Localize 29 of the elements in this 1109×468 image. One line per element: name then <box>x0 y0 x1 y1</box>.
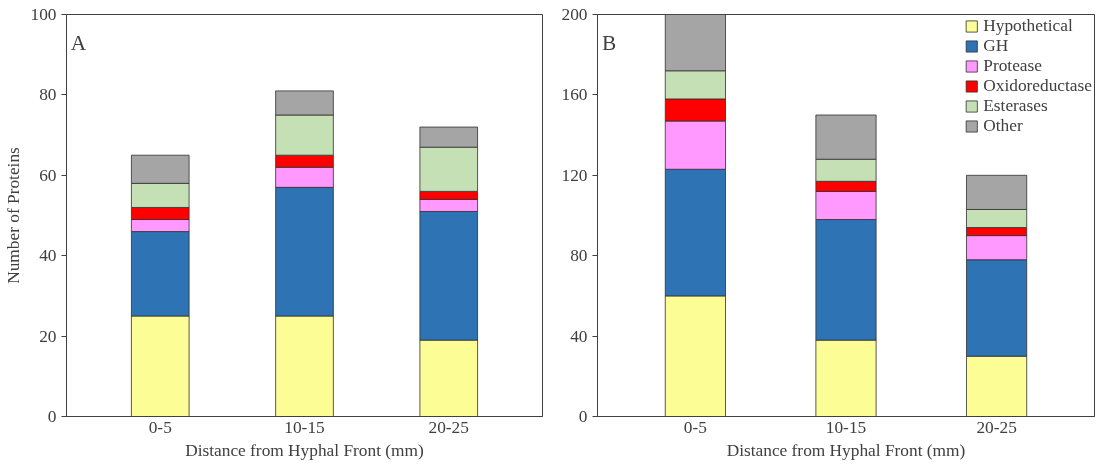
x-tick-label: 0-5 <box>148 417 172 437</box>
annotation: B <box>602 30 617 55</box>
y-tick-label: 40 <box>39 246 57 266</box>
x-tick-label: 20-25 <box>428 417 469 437</box>
legend-label: GH <box>983 36 1009 56</box>
y-tick-label: 80 <box>570 246 588 266</box>
y-tick-label: 0 <box>47 407 57 426</box>
legend-label: Esterases <box>983 96 1048 116</box>
y-tick-label: 120 <box>561 165 588 185</box>
y-tick-label: 40 <box>570 326 588 346</box>
annotation: A <box>70 30 87 55</box>
legend-label: Hypothetical <box>983 16 1073 36</box>
y-tick-label: 60 <box>39 165 57 185</box>
y-tick-label: 200 <box>561 5 588 24</box>
x-tick-label: 10-15 <box>825 417 867 437</box>
y-tick-label: 100 <box>30 5 57 24</box>
y-tick-label: 80 <box>39 85 57 105</box>
legend-label: Other <box>983 116 1023 136</box>
x-tick-label: 0-5 <box>683 417 707 437</box>
x-tick-label: 20-25 <box>976 417 1017 437</box>
y-tick-label: 20 <box>39 326 57 346</box>
y-axis-title: Number of Proteins <box>3 146 23 284</box>
x-axis-title: Distance from Hyphal Front (mm) <box>185 440 425 460</box>
y-tick-label: 160 <box>561 85 588 105</box>
x-axis-title: Distance from Hyphal Front (mm) <box>726 440 966 460</box>
legend-label: Protease <box>983 56 1042 76</box>
legend-label: Oxidoreductase <box>983 76 1092 96</box>
x-tick-label: 10-15 <box>284 417 325 437</box>
y-tick-label: 0 <box>578 407 588 426</box>
